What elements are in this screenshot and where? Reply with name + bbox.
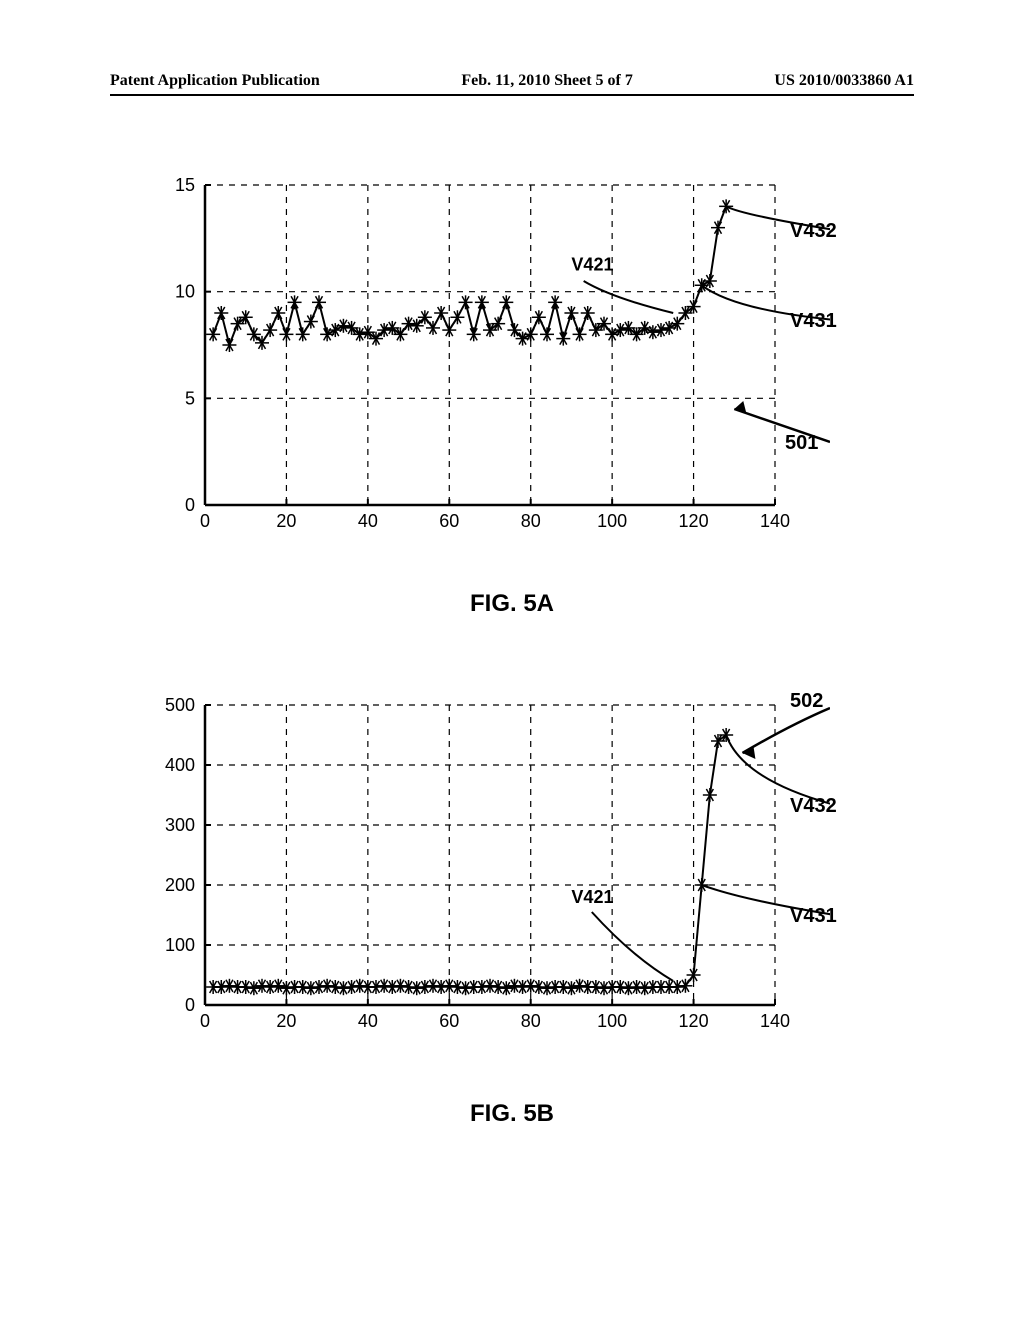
caption-5b: FIG. 5B <box>0 1100 1024 1128</box>
caption-5a: FIG. 5A <box>0 590 1024 618</box>
svg-text:0: 0 <box>185 495 195 515</box>
svg-text:0: 0 <box>200 1011 210 1031</box>
svg-text:40: 40 <box>358 511 378 531</box>
header-line: Patent Application Publication Feb. 11, … <box>110 72 914 90</box>
svg-text:0: 0 <box>185 995 195 1015</box>
svg-text:20: 20 <box>276 511 296 531</box>
chart-5a: 0 20 40 60 80 100 120 140 0 5 10 15 V421 <box>150 170 830 550</box>
figure-5a-block: 0 20 40 60 80 100 120 140 0 5 10 15 V421 V432 V431 5… <box>150 170 930 555</box>
chart-5b: 0 20 40 60 80 100 120 140 0 100 200 300 400 500 V421 <box>150 690 830 1050</box>
svg-text:140: 140 <box>760 511 790 531</box>
svg-text:60: 60 <box>439 1011 459 1031</box>
label-v431-a: V431 <box>790 310 837 333</box>
svg-text:100: 100 <box>597 511 627 531</box>
svg-text:20: 20 <box>276 1011 296 1031</box>
header-rule <box>110 94 914 96</box>
svg-text:V421: V421 <box>571 254 613 274</box>
svg-text:140: 140 <box>760 1011 790 1031</box>
header-right: US 2010/0033860 A1 <box>774 72 914 90</box>
svg-text:60: 60 <box>439 511 459 531</box>
label-v431-b: V431 <box>790 905 837 928</box>
svg-text:120: 120 <box>679 511 709 531</box>
svg-text:10: 10 <box>175 282 195 302</box>
svg-text:5: 5 <box>185 388 195 408</box>
label-502: 502 <box>790 690 823 713</box>
svg-text:80: 80 <box>521 1011 541 1031</box>
label-v432-a: V432 <box>790 220 837 243</box>
svg-text:100: 100 <box>597 1011 627 1031</box>
header-left: Patent Application Publication <box>110 72 320 90</box>
label-501: 501 <box>785 432 818 455</box>
label-v432-b: V432 <box>790 795 837 818</box>
header-center: Feb. 11, 2010 Sheet 5 of 7 <box>461 72 633 90</box>
figure-5b-block: 0 20 40 60 80 100 120 140 0 100 200 300 400 500 V421 5… <box>150 690 930 1055</box>
svg-text:40: 40 <box>358 1011 378 1031</box>
svg-text:200: 200 <box>165 875 195 895</box>
svg-text:100: 100 <box>165 935 195 955</box>
page-header: Patent Application Publication Feb. 11, … <box>0 72 1024 96</box>
svg-text:120: 120 <box>679 1011 709 1031</box>
svg-text:15: 15 <box>175 175 195 195</box>
svg-text:300: 300 <box>165 815 195 835</box>
svg-text:V421: V421 <box>571 887 613 907</box>
svg-text:500: 500 <box>165 695 195 715</box>
page: Patent Application Publication Feb. 11, … <box>0 0 1024 1320</box>
svg-text:0: 0 <box>200 511 210 531</box>
svg-text:400: 400 <box>165 755 195 775</box>
svg-text:80: 80 <box>521 511 541 531</box>
